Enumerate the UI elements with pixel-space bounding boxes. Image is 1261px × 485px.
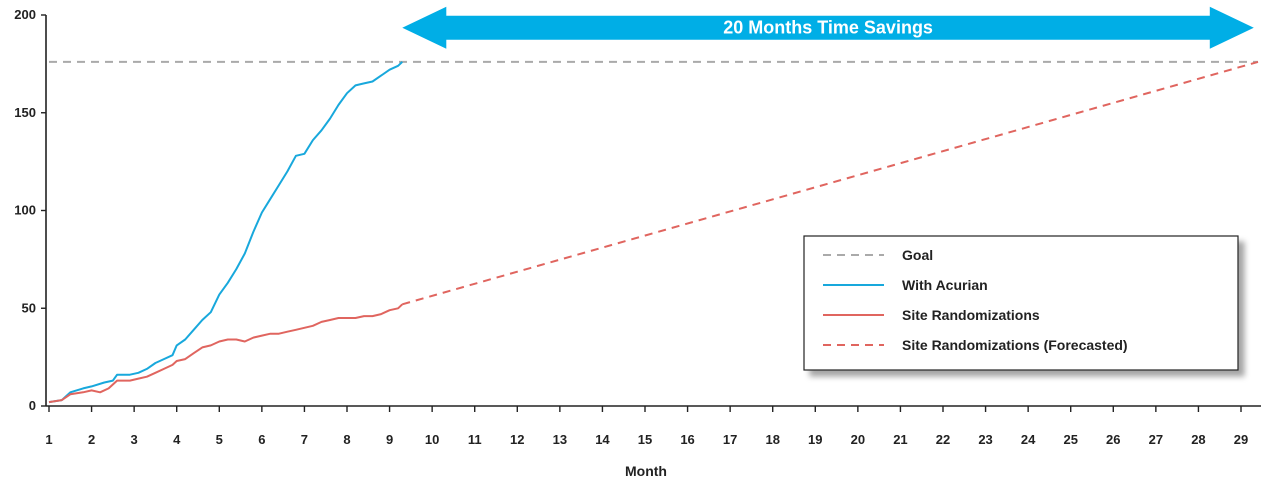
y-tick-label-200: 200 xyxy=(14,7,36,22)
x-axis-title: Month xyxy=(625,463,667,479)
series-line-with-acurian xyxy=(49,62,402,402)
x-tick-label-20: 20 xyxy=(851,432,865,447)
x-tick-label-25: 25 xyxy=(1063,432,1077,447)
series-line-site-randomizations xyxy=(49,304,402,402)
x-tick-label-23: 23 xyxy=(978,432,992,447)
x-tick-label-8: 8 xyxy=(343,432,350,447)
x-tick-label-1: 1 xyxy=(45,432,52,447)
x-tick-label-12: 12 xyxy=(510,432,524,447)
y-axis-ticks: 0 50 100 150 200 xyxy=(14,7,46,413)
y-tick-label-50: 50 xyxy=(22,300,36,315)
y-tick-label-0: 0 xyxy=(29,398,36,413)
x-tick-label-7: 7 xyxy=(301,432,308,447)
legend-label-site-randomizations-forecasted: Site Randomizations (Forecasted) xyxy=(902,337,1128,353)
x-tick-label-19: 19 xyxy=(808,432,822,447)
x-tick-label-9: 9 xyxy=(386,432,393,447)
x-tick-label-15: 15 xyxy=(638,432,652,447)
x-tick-label-2: 2 xyxy=(88,432,95,447)
x-axis-ticks: 1 2 3 4 5 6 7 8 9 10 11 12 13 14 15 16 17 18 19 20 21 22 23 24 2… xyxy=(45,406,1248,447)
time-savings-label: 20 Months Time Savings xyxy=(723,18,933,38)
legend-label-with-acurian: With Acurian xyxy=(902,277,988,293)
x-tick-label-14: 14 xyxy=(595,432,610,447)
time-savings-annotation: 20 Months Time Savings xyxy=(402,7,1254,49)
legend-label-site-randomizations: Site Randomizations xyxy=(902,307,1040,323)
x-tick-label-26: 26 xyxy=(1106,432,1120,447)
x-tick-label-10: 10 xyxy=(425,432,439,447)
x-tick-label-17: 17 xyxy=(723,432,737,447)
x-tick-label-22: 22 xyxy=(936,432,950,447)
x-tick-label-29: 29 xyxy=(1234,432,1248,447)
x-tick-label-4: 4 xyxy=(173,432,181,447)
x-tick-label-3: 3 xyxy=(131,432,138,447)
x-tick-label-24: 24 xyxy=(1021,432,1036,447)
x-tick-label-21: 21 xyxy=(893,432,907,447)
x-tick-label-13: 13 xyxy=(553,432,567,447)
y-tick-label-150: 150 xyxy=(14,105,36,120)
x-tick-label-16: 16 xyxy=(680,432,694,447)
x-tick-label-5: 5 xyxy=(216,432,223,447)
x-tick-label-11: 11 xyxy=(468,432,482,447)
x-tick-label-28: 28 xyxy=(1191,432,1205,447)
x-tick-label-27: 27 xyxy=(1149,432,1163,447)
legend-label-goal: Goal xyxy=(902,247,933,263)
y-tick-label-100: 100 xyxy=(14,203,36,218)
x-tick-label-6: 6 xyxy=(258,432,265,447)
x-tick-label-18: 18 xyxy=(765,432,779,447)
legend: Goal With Acurian Site Randomizations Si… xyxy=(804,236,1238,370)
